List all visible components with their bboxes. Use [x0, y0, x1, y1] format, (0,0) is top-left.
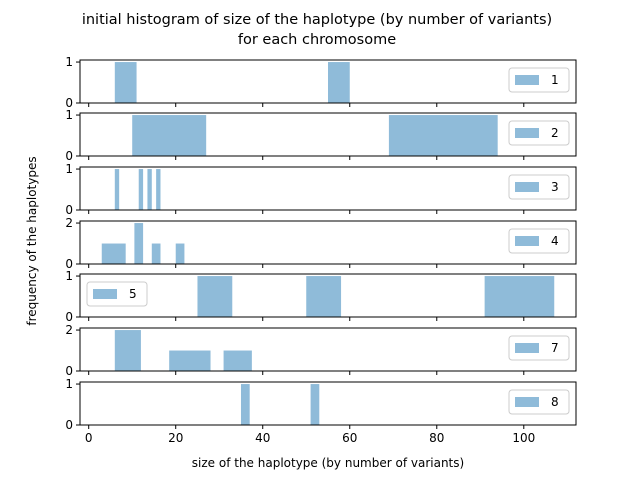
x-tick-label: 20: [168, 431, 183, 445]
legend-label: 3: [551, 180, 559, 194]
x-tick-label: 100: [512, 431, 535, 445]
legend-label: 2: [551, 126, 559, 140]
histogram-bar: [388, 115, 498, 156]
x-tick-label: 80: [429, 431, 444, 445]
axes-frame: [79, 220, 577, 265]
histogram-bar: [169, 350, 211, 371]
histogram-bar: [138, 169, 144, 210]
y-tick-label: 1: [65, 269, 73, 283]
y-tick-label: 0: [65, 149, 73, 163]
histogram-bar: [306, 276, 342, 317]
histogram-bar: [101, 243, 126, 264]
histogram-bar: [240, 384, 250, 425]
legend-label: 7: [551, 341, 559, 355]
histogram-bar: [328, 62, 350, 103]
axes-frame: [79, 381, 577, 426]
histogram-bar: [114, 330, 141, 371]
y-tick-label: 0: [65, 418, 73, 432]
axes-frame: [79, 112, 577, 157]
y-tick-label: 0: [65, 257, 73, 271]
panel-7: 0 2 7: [65, 323, 577, 378]
legend-swatch: [515, 75, 539, 85]
histogram-bar: [132, 115, 207, 156]
panel-3: 0 1 3: [65, 162, 577, 217]
legend-swatch: [515, 343, 539, 353]
panel-1: 0 1 1: [65, 55, 577, 110]
histogram-bar: [114, 62, 137, 103]
figure-title-line2: for each chromosome: [238, 32, 396, 48]
axes-frame: [79, 59, 577, 104]
legend-label: 8: [551, 395, 559, 409]
x-tick-label: 60: [342, 431, 357, 445]
y-tick-label: 0: [65, 364, 73, 378]
x-axis-label: size of the haplotype (by number of vari…: [192, 456, 464, 470]
legend-swatch: [93, 289, 117, 299]
histogram-bar: [134, 223, 144, 264]
axes-frame: [79, 273, 577, 318]
y-tick-label: 1: [65, 108, 73, 122]
y-tick-label: 2: [65, 323, 73, 337]
legend-swatch: [515, 182, 539, 192]
y-tick-label: 0: [65, 203, 73, 217]
histogram-bar: [114, 169, 120, 210]
y-tick-label: 1: [65, 162, 73, 176]
axes-frame: [79, 166, 577, 211]
panel-2: 0 1 2: [65, 108, 577, 163]
y-tick-label: 0: [65, 96, 73, 110]
histogram-bar: [147, 169, 152, 210]
histogram-bar: [310, 384, 320, 425]
figure-title-line1: initial histogram of size of the haploty…: [82, 12, 552, 28]
legend-label: 5: [129, 287, 137, 301]
histogram-bar: [175, 243, 185, 264]
legend-label: 4: [551, 234, 559, 248]
legend-label: 1: [551, 73, 559, 87]
histogram-bar: [151, 243, 161, 264]
y-axis-label: frequency of the haplotypes: [25, 156, 39, 325]
y-tick-label: 1: [65, 55, 73, 69]
histogram-bar: [484, 276, 555, 317]
legend-swatch: [515, 128, 539, 138]
axes-frame: [79, 327, 577, 372]
y-tick-label: 0: [65, 310, 73, 324]
legend-swatch: [515, 397, 539, 407]
histogram-bar: [223, 350, 252, 371]
histogram-bar: [197, 276, 233, 317]
legend-swatch: [515, 236, 539, 246]
panel-4: 0 2 4: [65, 216, 577, 271]
x-tick-label: 40: [255, 431, 270, 445]
histogram-bar: [156, 169, 161, 210]
panel-5: 0 1 5: [65, 269, 577, 324]
x-tick-label: 0: [85, 431, 93, 445]
y-tick-label: 2: [65, 216, 73, 230]
y-tick-label: 1: [65, 377, 73, 391]
